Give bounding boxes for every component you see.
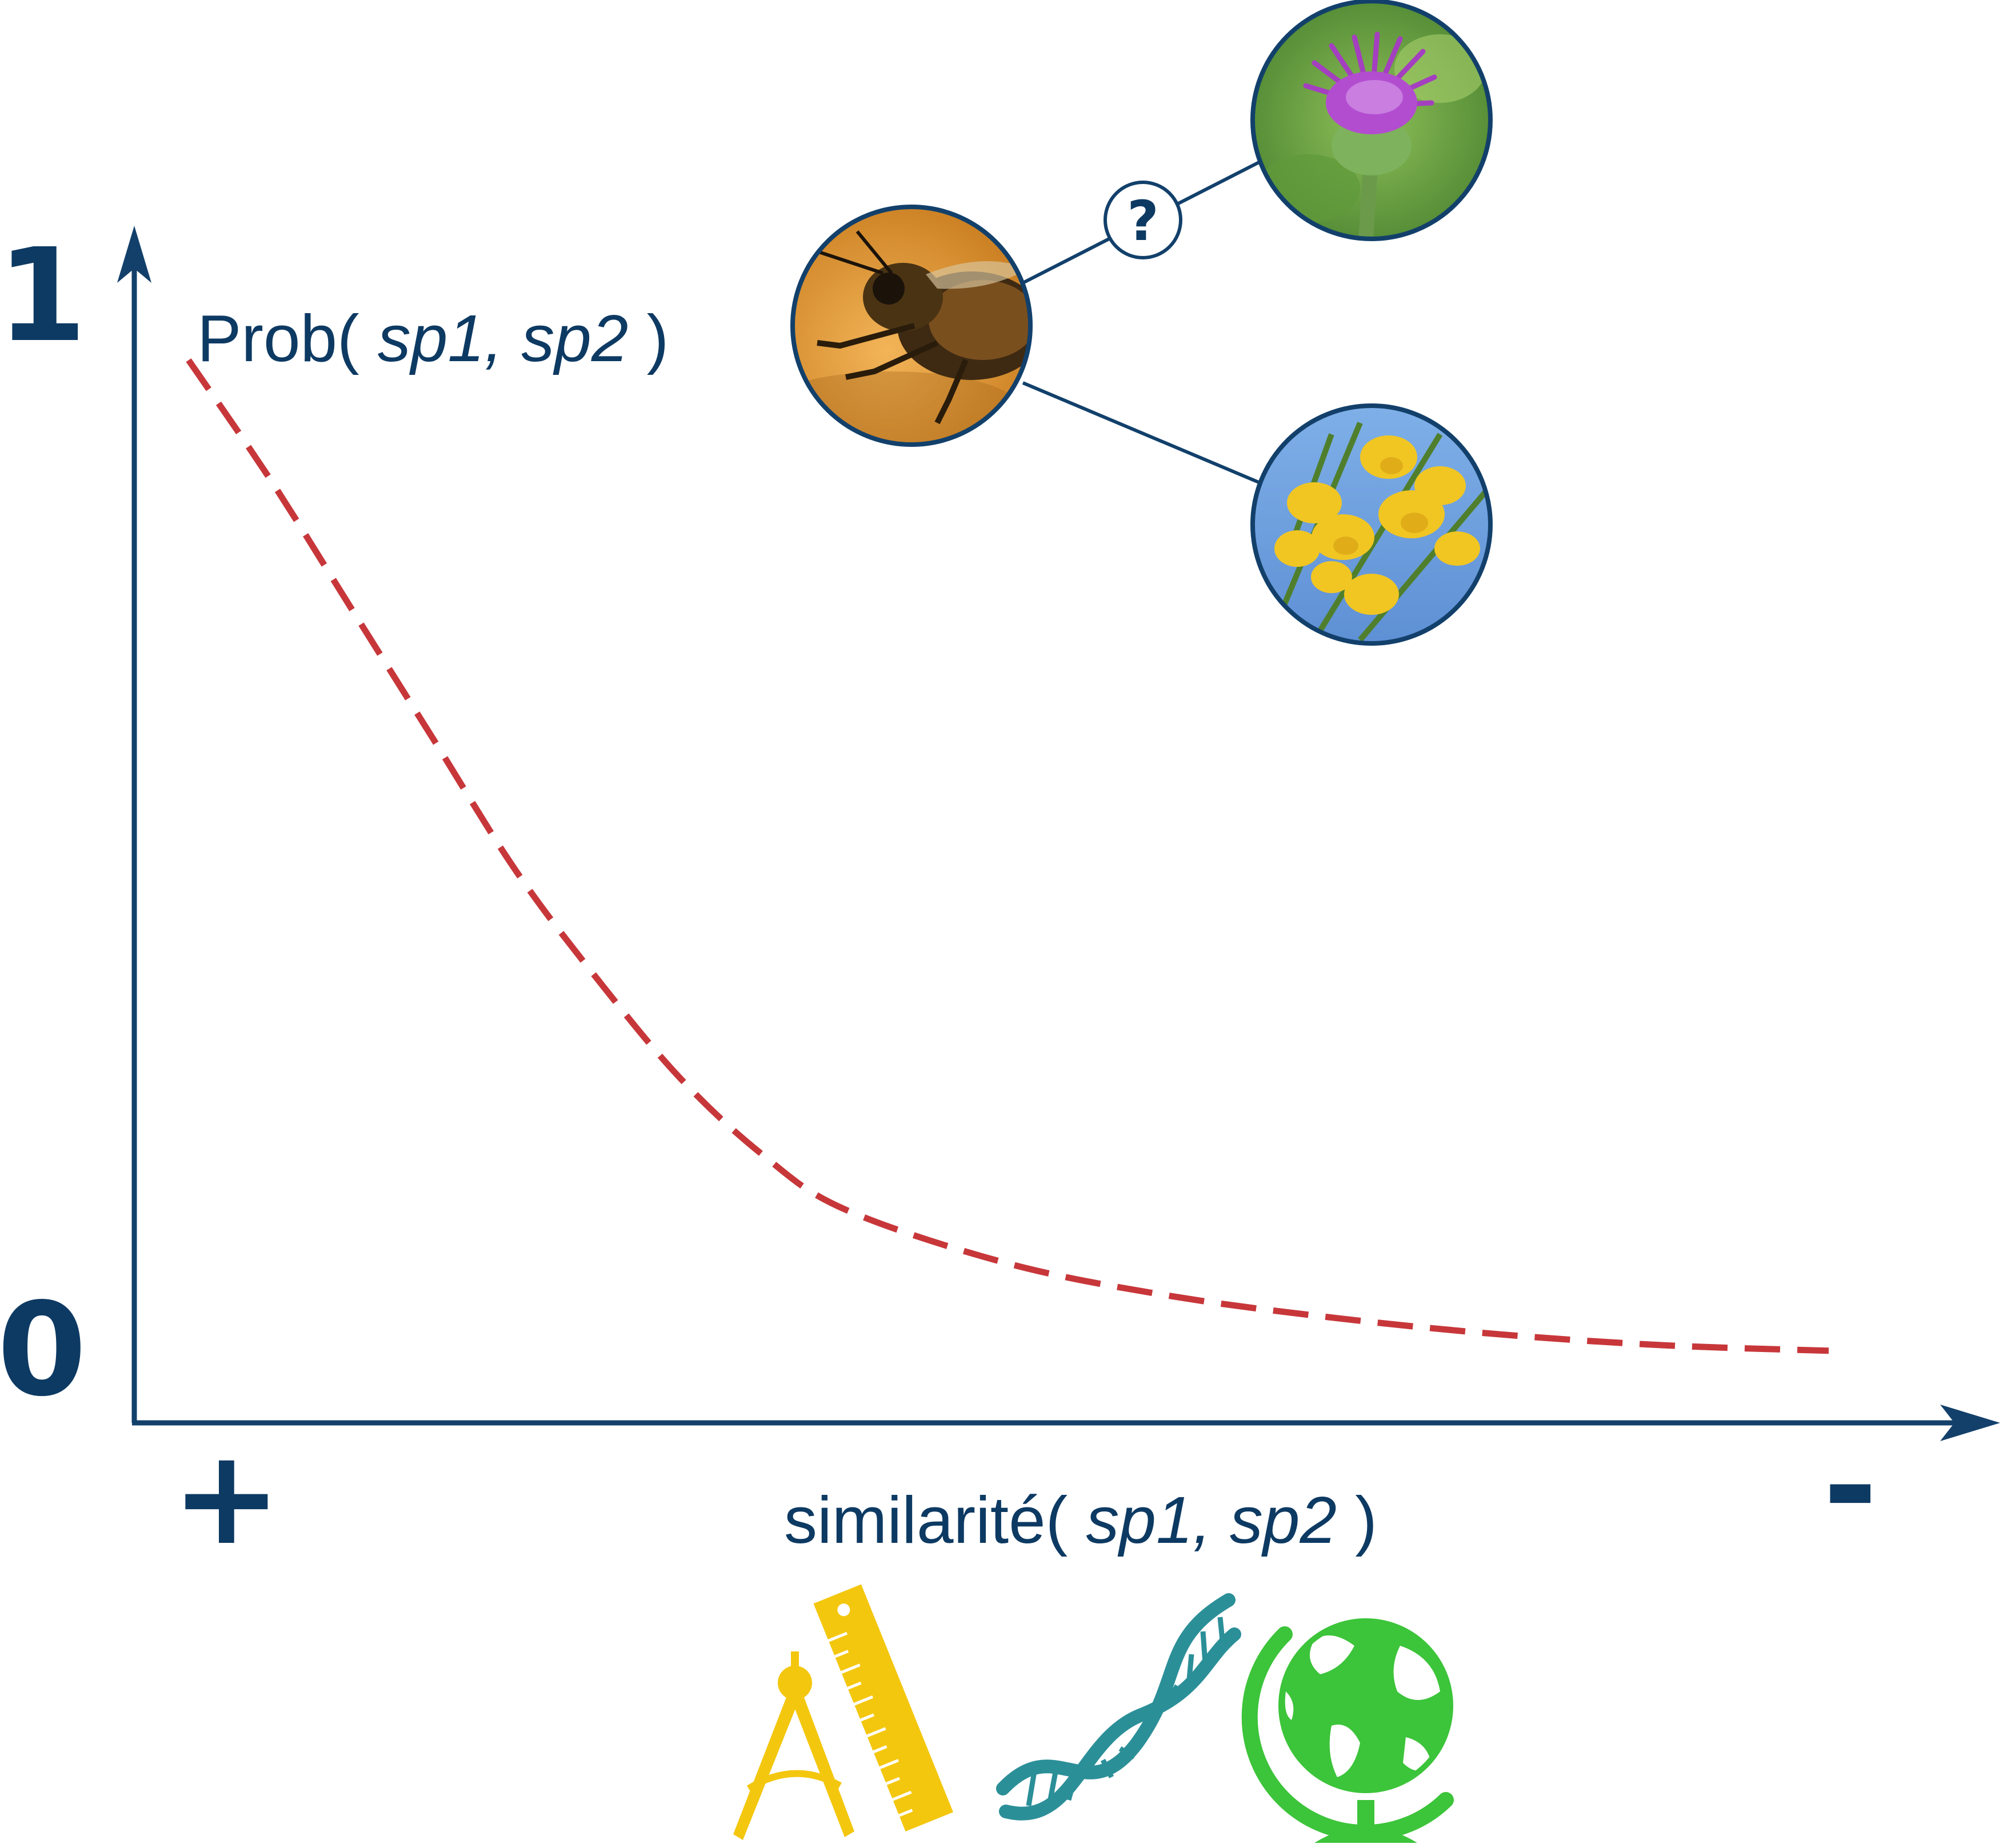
y-axis-label-suffix: ) — [647, 301, 669, 375]
yellow-broom-photo — [1250, 403, 1493, 646]
decay-curve — [186, 358, 1829, 1354]
network: ? — [790, 0, 1493, 646]
x-axis-arrowhead — [1940, 1405, 2000, 1441]
compass-ruler-icon — [733, 1584, 953, 1840]
edge-bee-broom — [1022, 381, 1261, 485]
x-axis-label-args: sp1, sp2 — [1068, 1483, 1355, 1557]
y-axis-label-args: sp1, sp2 — [359, 301, 647, 375]
question-bubble: ? — [1104, 181, 1182, 259]
y-axis-label: Prob( sp1, sp2 ) — [197, 301, 669, 375]
globe-icon — [1241, 1618, 1454, 1843]
x-axis-label-suffix: ) — [1355, 1483, 1377, 1557]
purple-thistle-photo — [1250, 0, 1493, 241]
dna-icon — [996, 1593, 1241, 1821]
y-axis-arrowhead — [117, 226, 151, 283]
x-axis-label-prefix: similarité( — [784, 1483, 1068, 1557]
y-axis-label-prefix: Prob( — [197, 301, 359, 375]
x-end-minus: - — [1823, 1410, 1877, 1563]
axes — [117, 226, 2000, 1441]
y-tick-top: 1 — [0, 221, 87, 371]
x-axis-label: similarité( sp1, sp2 ) — [784, 1483, 1377, 1557]
question-mark: ? — [1127, 189, 1159, 253]
bee-photo — [790, 205, 1033, 447]
y-tick-bottom: 0 — [0, 1275, 87, 1425]
x-end-plus: + — [171, 1422, 282, 1574]
